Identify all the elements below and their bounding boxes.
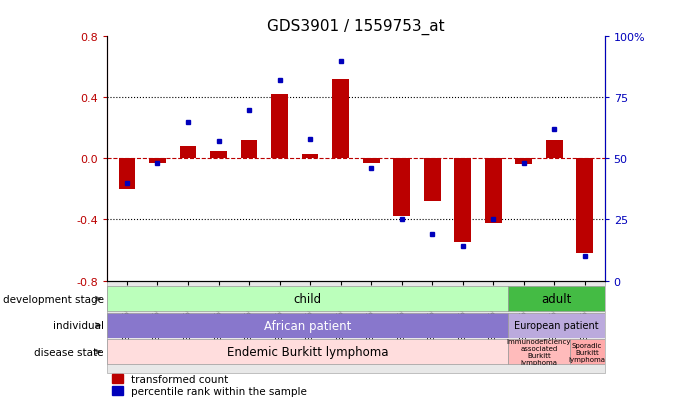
Bar xyxy=(393,159,410,217)
FancyBboxPatch shape xyxy=(107,281,605,373)
Bar xyxy=(240,141,258,159)
Bar xyxy=(271,95,288,159)
Bar xyxy=(119,159,135,190)
Bar xyxy=(546,141,562,159)
Bar xyxy=(485,159,502,223)
Text: individual: individual xyxy=(53,320,104,330)
Text: Immunodeficiency
associated
Burkitt
lymphoma: Immunodeficiency associated Burkitt lymp… xyxy=(507,338,571,366)
Text: child: child xyxy=(294,292,322,306)
Text: development stage: development stage xyxy=(3,294,104,304)
Text: disease state: disease state xyxy=(34,347,104,357)
Bar xyxy=(210,152,227,159)
Text: European patient: European patient xyxy=(514,320,599,330)
Bar xyxy=(332,80,349,159)
Text: Sporadic
Burkitt
lymphoma: Sporadic Burkitt lymphoma xyxy=(569,342,605,362)
Bar xyxy=(576,159,593,254)
FancyBboxPatch shape xyxy=(509,313,605,338)
FancyBboxPatch shape xyxy=(509,287,605,311)
Bar xyxy=(180,147,196,159)
Bar xyxy=(363,159,379,164)
FancyBboxPatch shape xyxy=(509,339,569,364)
FancyBboxPatch shape xyxy=(107,287,509,311)
Bar xyxy=(515,159,532,165)
Legend: transformed count, percentile rank within the sample: transformed count, percentile rank withi… xyxy=(113,374,307,396)
Title: GDS3901 / 1559753_at: GDS3901 / 1559753_at xyxy=(267,18,445,34)
Bar xyxy=(454,159,471,243)
Text: African patient: African patient xyxy=(264,319,352,332)
Text: Endemic Burkitt lymphoma: Endemic Burkitt lymphoma xyxy=(227,345,388,358)
FancyBboxPatch shape xyxy=(107,313,509,338)
FancyBboxPatch shape xyxy=(569,339,605,364)
Bar xyxy=(149,159,166,164)
Bar xyxy=(424,159,441,202)
Bar xyxy=(302,154,319,159)
FancyBboxPatch shape xyxy=(107,339,509,364)
Text: adult: adult xyxy=(541,292,571,306)
